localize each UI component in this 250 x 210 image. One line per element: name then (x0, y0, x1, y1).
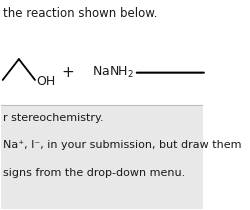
Text: Na⁺, I⁻, in your submission, but draw them: Na⁺, I⁻, in your submission, but draw th… (3, 140, 241, 150)
Text: NaNH$_2$: NaNH$_2$ (92, 65, 134, 80)
Text: r stereochemistry.: r stereochemistry. (3, 113, 103, 123)
Text: signs from the drop-down menu.: signs from the drop-down menu. (3, 168, 185, 178)
Text: +: + (61, 65, 74, 80)
Text: the reaction shown below.: the reaction shown below. (3, 7, 157, 20)
Bar (1, 105, 202, 209)
Text: OH: OH (36, 75, 55, 88)
